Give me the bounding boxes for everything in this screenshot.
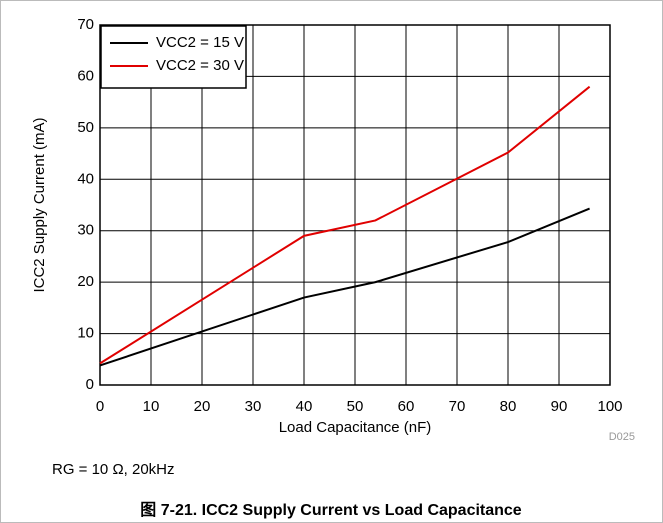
legend-box bbox=[100, 25, 247, 89]
y-tick-label: 0 bbox=[86, 376, 94, 393]
legend-label: VCC2 = 30 V bbox=[156, 57, 244, 74]
series-line bbox=[99, 207, 590, 367]
y-tick-label: 70 bbox=[77, 16, 94, 33]
x-tick-label: 60 bbox=[398, 398, 415, 415]
y-tick-label: 30 bbox=[77, 222, 94, 239]
x-tick-label: 20 bbox=[194, 398, 211, 415]
legend-label: VCC2 = 15 V bbox=[156, 34, 244, 51]
plot-border bbox=[99, 24, 611, 386]
series-line bbox=[99, 85, 591, 365]
y-tick-label: 20 bbox=[77, 273, 94, 290]
annotation: RG = 10 Ω, 20kHz bbox=[52, 461, 175, 478]
y-axis-label: ICC2 Supply Current (mA) bbox=[31, 117, 48, 292]
x-tick-label: 70 bbox=[449, 398, 466, 415]
y-tick-label: 10 bbox=[77, 325, 94, 342]
x-tick-label: 80 bbox=[500, 398, 517, 415]
x-tick-label: 10 bbox=[143, 398, 160, 415]
caption: 图 7-21. ICC2 Supply Current vs Load Capa… bbox=[140, 501, 522, 519]
x-tick-label: 50 bbox=[347, 398, 364, 415]
x-tick-label: 0 bbox=[96, 398, 104, 415]
y-tick-label: 50 bbox=[77, 119, 94, 136]
y-tick-label: 60 bbox=[77, 67, 94, 84]
x-tick-label: 30 bbox=[245, 398, 262, 415]
figure-code: D025 bbox=[609, 431, 635, 443]
y-tick-label: 40 bbox=[77, 170, 94, 187]
x-tick-label: 90 bbox=[551, 398, 568, 415]
x-axis-label: Load Capacitance (nF) bbox=[279, 419, 432, 436]
x-tick-label: 40 bbox=[296, 398, 313, 415]
x-tick-label: 100 bbox=[597, 398, 622, 415]
